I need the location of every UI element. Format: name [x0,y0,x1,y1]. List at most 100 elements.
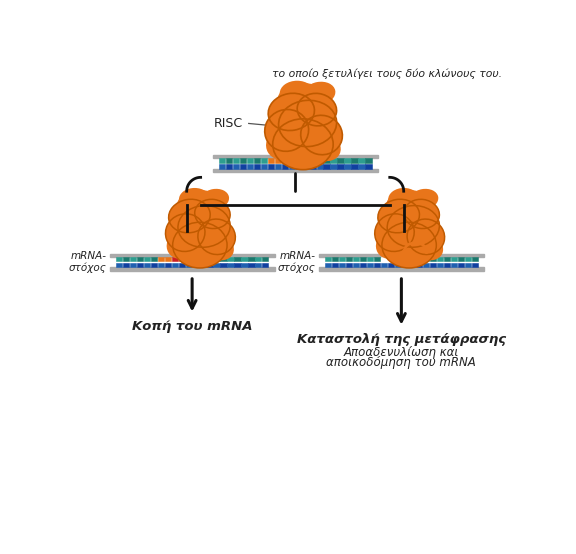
Text: Καταστολή της μετάφρασης: Καταστολή της μετάφρασης [297,333,506,346]
Bar [275,165,281,169]
Bar [367,263,373,268]
Bar [374,263,380,268]
Ellipse shape [173,222,227,268]
Bar [228,257,234,261]
Bar [151,257,157,261]
Ellipse shape [165,214,205,252]
Ellipse shape [407,219,445,254]
Bar [437,257,443,261]
Bar [365,158,372,163]
Bar [234,263,241,268]
Bar [221,263,226,268]
Ellipse shape [166,232,195,259]
Bar [381,257,387,261]
Ellipse shape [375,214,414,252]
Bar [261,158,267,163]
Bar [351,158,358,163]
Bar [324,165,329,169]
Bar [123,257,129,261]
Bar [317,165,323,169]
Ellipse shape [266,129,298,160]
Bar [450,257,457,261]
Ellipse shape [169,199,210,233]
Text: Αποαδενυλίωση και: Αποαδενυλίωση και [344,346,459,359]
Bar [351,165,358,169]
Bar [234,257,241,261]
Bar [358,158,365,163]
Bar [262,263,268,268]
Bar [199,257,206,261]
Bar [241,263,248,268]
Text: mRNA-
στόχος: mRNA- στόχος [278,251,316,273]
Bar [472,263,478,268]
Bar [109,268,275,270]
Bar [374,257,380,261]
Bar [226,158,232,163]
Bar [409,257,415,261]
Ellipse shape [387,206,439,247]
Bar [228,263,234,268]
Bar [423,257,429,261]
Bar [295,165,302,169]
Bar [416,257,422,261]
Bar [339,257,345,261]
Bar [116,257,122,261]
Bar [444,263,450,268]
Ellipse shape [278,83,328,117]
Bar [233,165,239,169]
Bar [302,158,309,163]
Text: Κοπή του mRNA: Κοπή του mRNA [132,320,252,333]
Bar [353,257,359,261]
Bar [395,263,401,268]
Bar [214,257,219,261]
Bar [409,263,415,268]
Ellipse shape [203,234,234,260]
Bar [319,268,484,270]
Ellipse shape [303,81,335,105]
Bar [158,257,164,261]
Bar [332,263,338,268]
Bar [261,165,267,169]
Bar [247,158,253,163]
Ellipse shape [178,206,230,247]
Bar [367,257,373,261]
Bar [289,158,295,163]
Bar [143,263,150,268]
Bar [226,165,232,169]
Bar [240,165,246,169]
Bar [172,257,178,261]
Bar [282,165,288,169]
Bar [360,257,366,261]
Bar [331,165,336,169]
Ellipse shape [378,199,419,233]
Ellipse shape [307,132,341,161]
Ellipse shape [376,232,405,259]
Bar [165,257,171,261]
Text: RISC: RISC [213,117,242,130]
Ellipse shape [279,100,336,147]
Bar [192,263,199,268]
Bar [219,158,225,163]
Bar [317,158,323,163]
Ellipse shape [409,189,438,210]
Bar [206,257,213,261]
Bar [123,263,129,268]
Bar [255,257,262,261]
Bar [319,254,484,257]
Ellipse shape [404,199,439,229]
Bar [247,165,253,169]
Bar [268,165,274,169]
Ellipse shape [386,190,432,221]
Bar [206,263,213,268]
Bar [402,257,408,261]
Bar [172,263,178,268]
Bar [338,165,344,169]
Bar [365,165,372,169]
Bar [353,263,359,268]
Bar [192,257,199,261]
Bar [381,263,387,268]
Ellipse shape [200,189,229,210]
Bar [325,257,331,261]
Bar [457,257,464,261]
Ellipse shape [280,81,314,106]
